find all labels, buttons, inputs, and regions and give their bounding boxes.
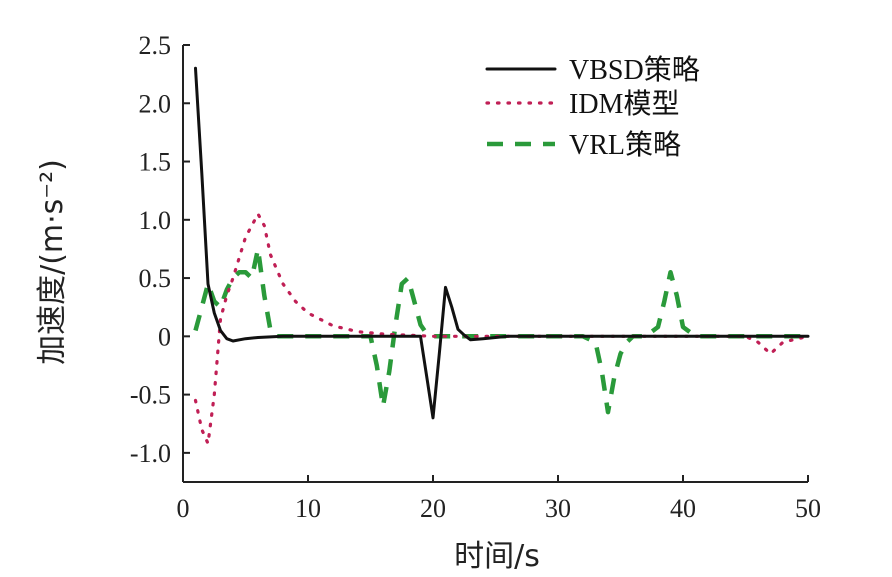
x-tick-label: 20 bbox=[420, 494, 446, 523]
y-axis-title: 加速度/(m·s⁻²) bbox=[35, 159, 70, 365]
y-tick-label: -0.5 bbox=[130, 381, 171, 410]
y-tick-label: 2.5 bbox=[139, 31, 172, 60]
y-tick-label: -1.0 bbox=[130, 439, 171, 468]
tick-labels-group: 2.52.01.51.00.50-0.5-1.00 10 20 30 40 50 bbox=[130, 31, 821, 523]
y-tick-label: 1.5 bbox=[139, 148, 172, 177]
x-tick-label: 10 bbox=[295, 494, 321, 523]
axes-group bbox=[182, 44, 809, 483]
x-tick-label: 30 bbox=[545, 494, 571, 523]
x-tick-label: 0 bbox=[177, 494, 190, 523]
series-line-1 bbox=[194, 66, 810, 420]
plot-series-group bbox=[193, 66, 810, 446]
series-line-2 bbox=[193, 212, 810, 446]
y-tick-label: 2.0 bbox=[139, 89, 172, 118]
legend-label-1: VBSD策略 bbox=[569, 54, 700, 86]
x-tick-label: 40 bbox=[670, 494, 696, 523]
legend-label-2: IDM模型 bbox=[569, 88, 679, 120]
legend-label-3: VRL策略 bbox=[569, 129, 681, 161]
x-axis-title: 时间/s bbox=[454, 539, 540, 574]
y-tick-label: 0 bbox=[158, 322, 171, 351]
x-tick-label: 50 bbox=[795, 494, 821, 523]
y-tick-label: 0.5 bbox=[139, 264, 172, 293]
y-tick-label: 1.0 bbox=[139, 206, 172, 235]
series-line-3 bbox=[193, 246, 808, 415]
